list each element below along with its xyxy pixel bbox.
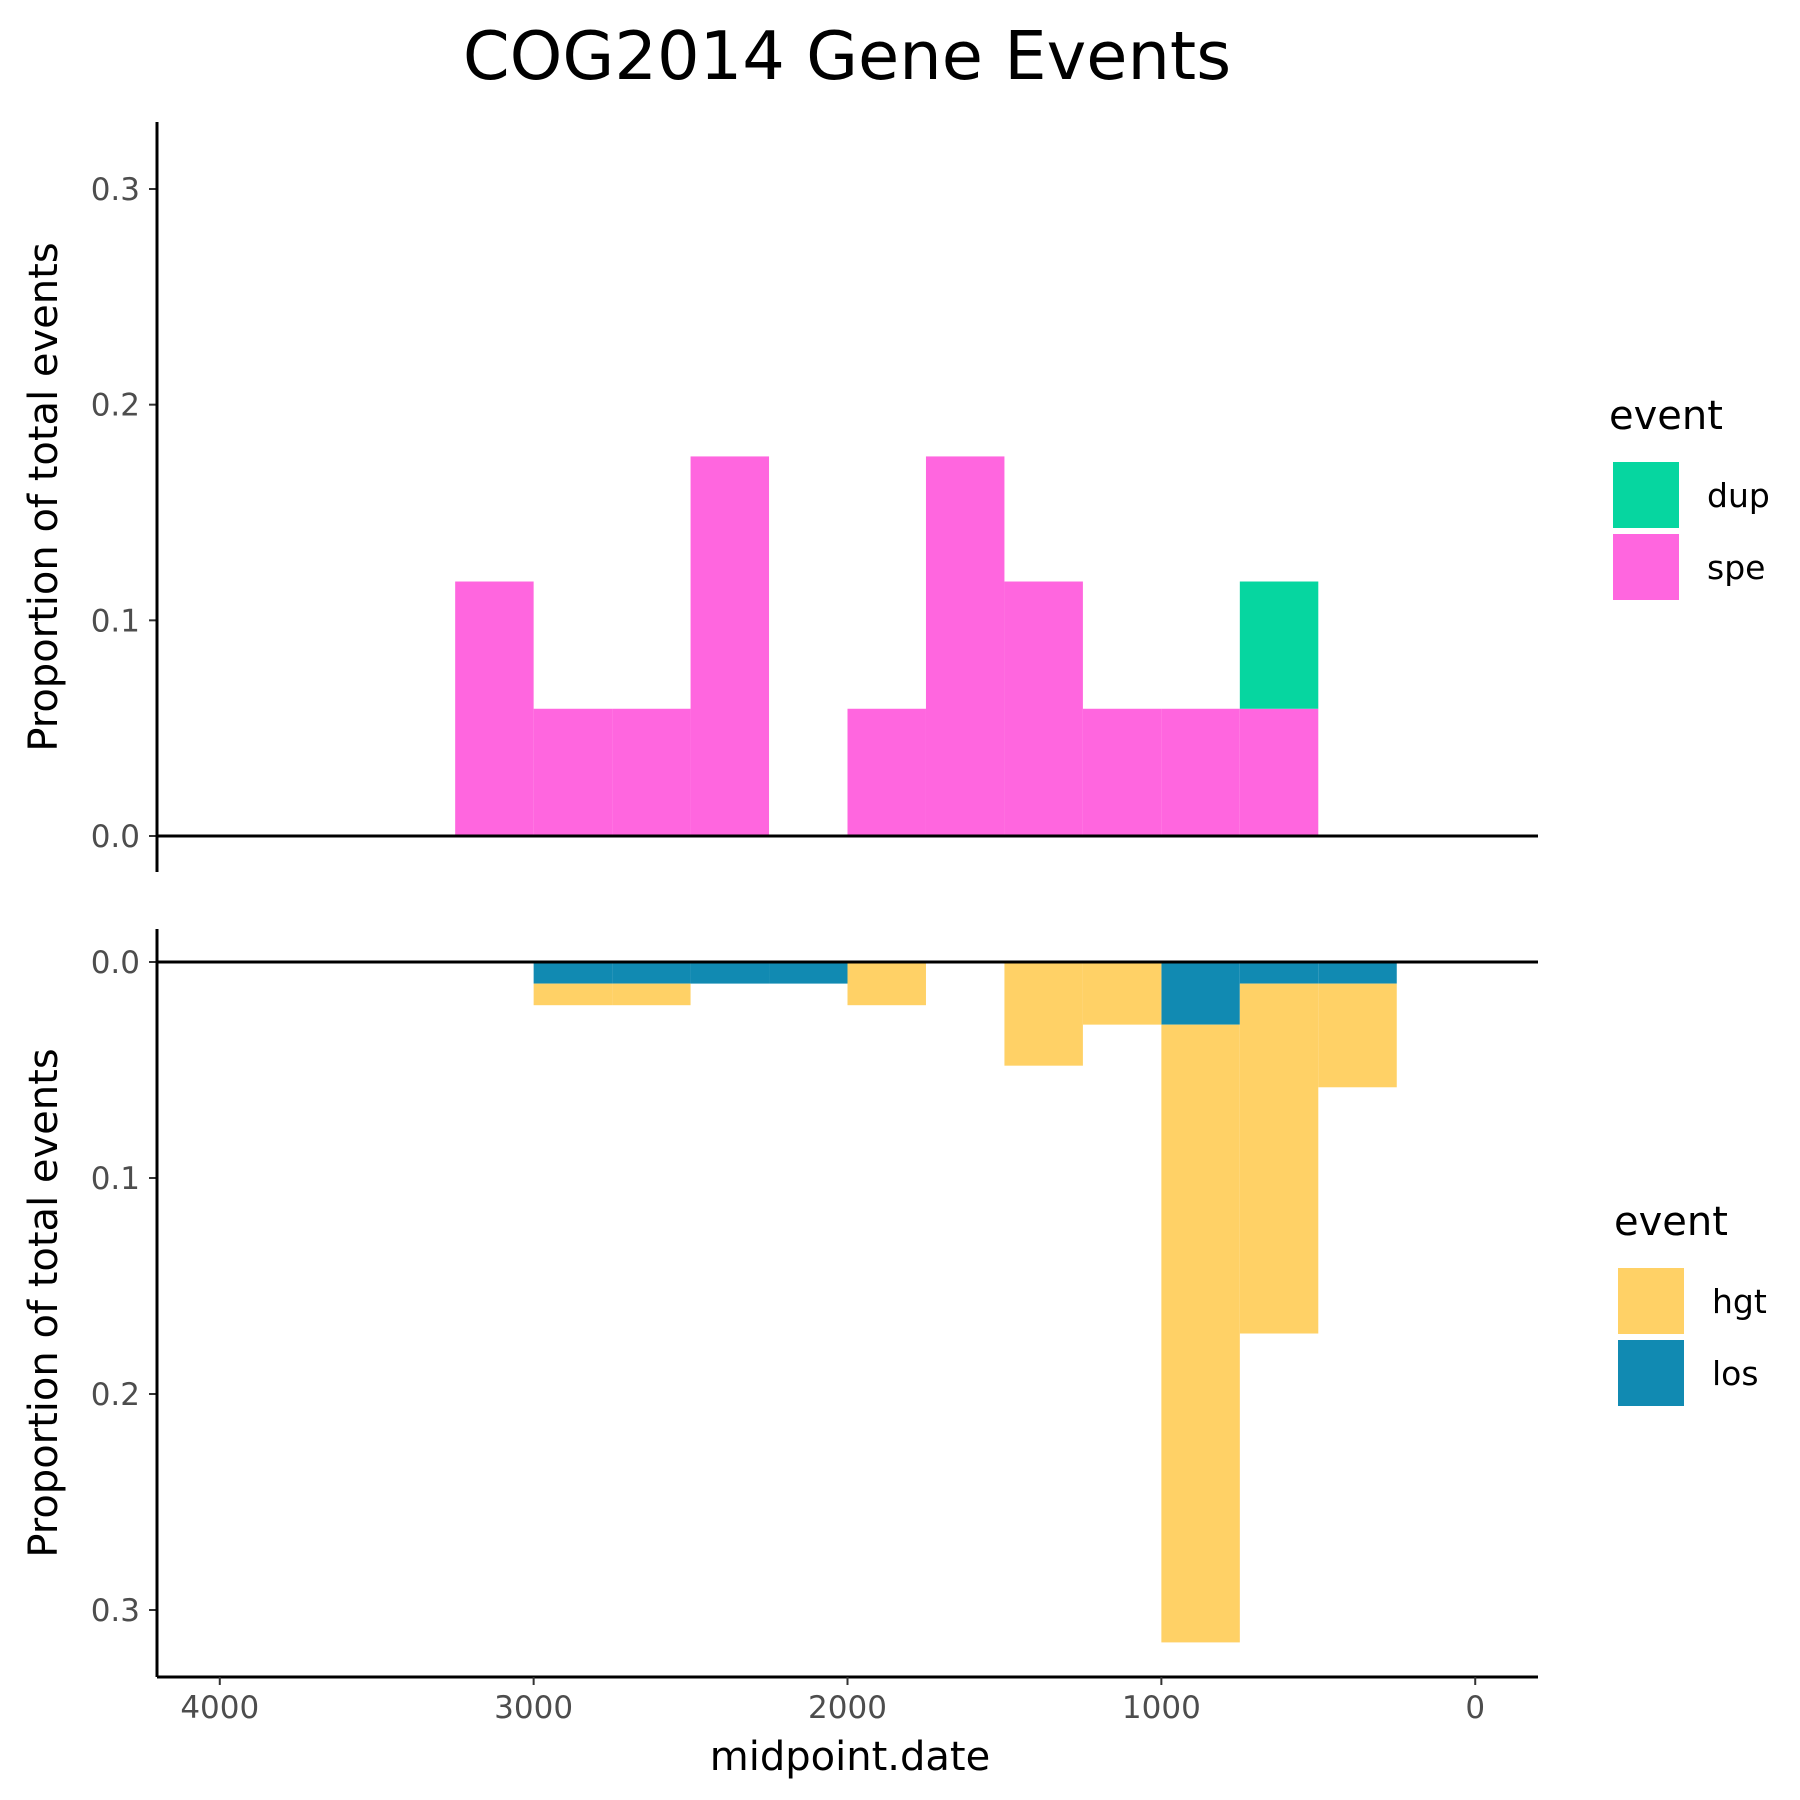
bar-hgt-1875 [847,962,926,1006]
legend-label-los: los [1712,1354,1759,1393]
top-panel-y-ticks: 0.0 0.1 0.2 0.3 [91,172,157,855]
bar-los-2125 [769,962,848,984]
x-axis-title: midpoint.date [710,1734,990,1780]
bar-hgt-875 [1161,1024,1240,1643]
y-tick-label: 0.2 [91,1377,140,1413]
y-tick-label: 0.0 [91,819,140,855]
x-tick-label: 1000 [1122,1690,1201,1726]
bottom-panel: 0.00.10.20.3 Proportion of total events … [21,929,1767,1780]
x-tick-label: 3000 [494,1690,573,1726]
bar-los-625 [1239,962,1319,984]
bar-spe-2375 [690,456,770,836]
top-legend-title: event [1609,393,1723,439]
bar-hgt-625 [1239,983,1319,1334]
chart-title: COG2014 Gene Events [463,17,1231,95]
x-tick-label: 0 [1465,1690,1485,1726]
bottom-panel-y-ticks: 0.0 0.1 0.2 0.3 [91,945,157,1629]
bar-spe-1125 [1082,708,1162,836]
bar-spe-3125 [455,581,534,836]
legend-label-dup: dup [1707,476,1770,515]
y-tick-label: 0.1 [91,1161,140,1197]
bar-hgt-1125 [1082,962,1162,1025]
bar-los-2625 [612,962,691,984]
bottom-panel-y-axis-title: Proportion of total events [21,1048,67,1557]
bar-los-2875 [533,962,613,984]
top-panel-bars [455,456,1319,836]
bar-hgt-2625 [612,983,691,1006]
top-panel: 0.00.10.20.3 Proportion of total events … [21,122,1770,872]
bottom-legend-title: event [1614,1199,1728,1245]
top-legend: event dup spe [1609,393,1770,600]
bar-los-2375 [690,962,770,984]
y-tick-label: 0.3 [91,1593,140,1629]
bar-hgt-375 [1318,983,1397,1088]
bar-spe-2625 [612,708,691,836]
y-tick-label: 0.2 [91,388,140,424]
top-panel-y-axis-title: Proportion of total events [21,242,67,751]
bar-los-375 [1318,962,1397,984]
legend-key-hgt [1618,1268,1684,1334]
y-tick-label: 0.3 [91,172,140,208]
bar-spe-875 [1161,708,1240,836]
bar-hgt-2875 [533,983,613,1006]
bar-spe-1625 [925,456,1005,836]
bottom-panel-bars [533,962,1397,1643]
legend-label-hgt: hgt [1712,1282,1767,1321]
legend-key-los [1618,1340,1684,1406]
x-tick-label: 2000 [808,1690,887,1726]
legend-label-spe: spe [1707,548,1765,587]
x-tick-label: 4000 [180,1690,259,1726]
bar-spe-1375 [1004,581,1083,836]
x-axis-ticks: 4000 3000 2000 1000 0 [180,1677,1485,1726]
bar-spe-1875 [847,708,926,836]
bar-spe-625 [1239,708,1319,836]
bottom-legend: event hgt los [1614,1199,1767,1406]
y-tick-label: 0.0 [91,945,140,981]
legend-key-dup [1613,462,1679,528]
bottom-legend-items: hgt los [1618,1268,1767,1406]
bar-los-875 [1161,962,1240,1025]
bar-spe-2875 [533,708,613,836]
y-tick-label: 0.1 [91,603,140,639]
top-legend-items: dup spe [1613,462,1770,600]
legend-key-spe [1613,534,1679,600]
bar-hgt-1375 [1004,962,1083,1066]
bar-dup-625 [1239,581,1319,709]
